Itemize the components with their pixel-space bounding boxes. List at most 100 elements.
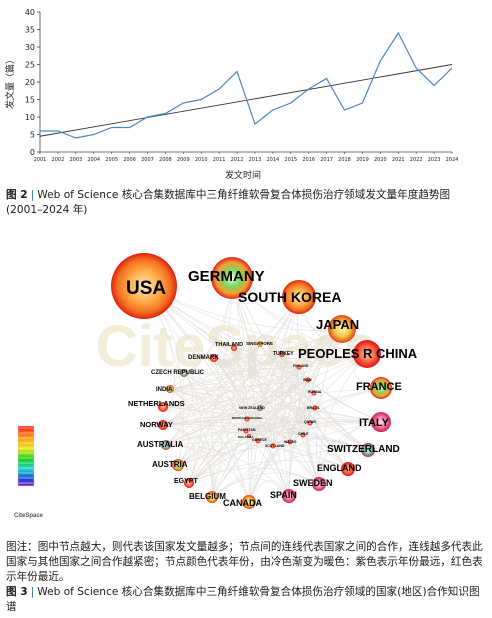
network-edge [188, 467, 320, 485]
series-line [40, 31, 453, 139]
network-edge [213, 357, 369, 451]
node-singapore [257, 341, 263, 347]
label-spain: SPAIN [270, 490, 297, 500]
x-tick-label: 2012 [231, 157, 244, 163]
network-edge [188, 277, 233, 484]
figure-2-caption: 图 2 | Web of Science 核心合集数据库中三角纤维软骨复合体损伤治疗… [6, 188, 486, 218]
network-edge [272, 379, 309, 447]
label-czech-republic: CZECH REPUBLIC [151, 370, 205, 376]
network-edge [162, 424, 274, 447]
label-belgium: BELGIUM [189, 492, 226, 501]
network-edge [165, 431, 250, 446]
label-qatar: QATAR [304, 420, 316, 424]
node-japan [328, 315, 356, 343]
y-axis-label: 发文量（篇） [4, 55, 16, 109]
label-finland: FINLAND [293, 364, 309, 368]
figure-3-caption: 图 3 | Web of Science 核心合集数据库中三角纤维软骨复合体损伤治疗… [6, 585, 486, 615]
network-edge [272, 421, 382, 447]
network-edge [213, 357, 250, 437]
y-tick-label: 30 [25, 43, 35, 52]
label-usa: USA [126, 278, 166, 299]
network-edge [165, 444, 290, 497]
network-edge [245, 366, 300, 432]
network-edge [211, 472, 320, 498]
x-tick-label: 2011 [213, 157, 226, 163]
label-sweden: SWEDEN [293, 478, 333, 488]
network-edge [162, 406, 183, 446]
node-south-korea [282, 280, 316, 314]
network-edge [213, 357, 300, 370]
label-chile: CHILE [298, 432, 309, 436]
x-tick-label: 2005 [105, 157, 118, 163]
network-edge [294, 366, 304, 436]
network-edge [162, 406, 213, 498]
node-finland [296, 364, 302, 370]
network-edge [169, 347, 235, 390]
network-edge [272, 445, 320, 485]
year-color-legend [17, 425, 35, 487]
x-tick-label: 2004 [87, 157, 100, 163]
network-edge [272, 296, 300, 447]
node-qatar [307, 420, 313, 426]
node-sweden [312, 477, 326, 491]
network-edge [246, 366, 300, 420]
label-malaysia: MALAYSIA [238, 435, 254, 439]
network-edge [165, 372, 193, 446]
network-edge [162, 416, 248, 426]
node-north-macedonia [244, 416, 250, 422]
network-edge [233, 347, 315, 394]
y-tick-label: 0 [30, 148, 35, 157]
network-edge [246, 328, 343, 420]
node-china [353, 340, 381, 368]
network-edge [165, 430, 304, 446]
network-edge [162, 424, 189, 466]
label-japan: JAPAN [316, 317, 359, 332]
y-tick-label: 35 [25, 26, 35, 35]
network-edge [305, 422, 320, 485]
network-edge [213, 357, 274, 447]
network-edge [259, 343, 309, 381]
node-italy [371, 412, 391, 432]
network-edge [246, 407, 316, 420]
node-switzerland [361, 443, 375, 457]
label-germany: GERMANY [188, 268, 265, 285]
node-wales [287, 439, 293, 445]
x-tick-label: 2008 [159, 157, 172, 163]
network-edge [272, 387, 382, 447]
x-tick-label: 2002 [52, 157, 65, 163]
network-edge [211, 440, 259, 498]
network-edge [213, 357, 304, 436]
x-tick-label: 2010 [195, 157, 208, 163]
chart-trendline [39, 64, 453, 137]
network-edge [188, 441, 291, 484]
network-edge [177, 328, 343, 466]
network-edge [281, 353, 382, 423]
x-tick-label: 2006 [123, 157, 136, 163]
network-edge [248, 296, 300, 437]
network-edge [165, 343, 261, 446]
network-edge [169, 388, 261, 409]
y-tick-label: 40 [25, 8, 35, 17]
label-russia: RUSSIA [308, 390, 322, 394]
network-edge [233, 347, 368, 360]
network-edge [169, 388, 315, 394]
node-greece [255, 438, 261, 444]
label-india: INDIA [156, 387, 173, 393]
figure-2-label: 图 2 [6, 189, 28, 201]
label-greece: GREECE [252, 438, 267, 442]
network-edge [211, 357, 223, 498]
label-egypt: EGYPT [174, 478, 198, 485]
label-norway: NORWAY [140, 420, 173, 429]
node-austria [172, 459, 184, 471]
network-edge [248, 379, 309, 437]
network-labels: USA GERMANY SOUTH KOREA JAPAN PEOPLES R … [126, 268, 418, 508]
network-edge [248, 366, 300, 503]
label-austria: AUSTRIA [152, 460, 188, 469]
x-tick-label: 2017 [320, 157, 333, 163]
chart-ticks: 0 5 10 15 20 25 30 35 40 2001 2002 2003 2004 2005 2006… [25, 8, 459, 163]
x-tick-label: 2013 [249, 157, 262, 163]
node-new-zealand [257, 405, 263, 411]
x-tick-label: 2015 [284, 157, 297, 163]
node-iran [305, 377, 311, 383]
network-edge [313, 407, 349, 470]
